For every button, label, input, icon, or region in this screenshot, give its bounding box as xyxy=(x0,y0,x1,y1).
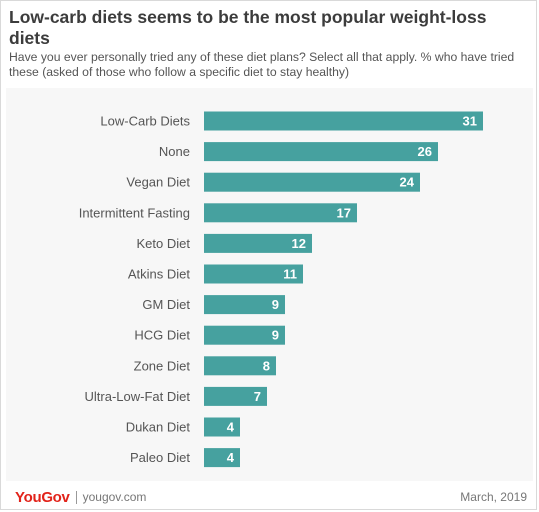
bar xyxy=(204,448,240,468)
category-label: Dukan Diet xyxy=(126,420,191,435)
bar xyxy=(204,417,240,437)
data-label: 31 xyxy=(463,114,477,129)
data-label: 4 xyxy=(227,420,235,435)
data-label: 26 xyxy=(418,144,432,159)
footer-url[interactable]: yougov.com xyxy=(82,490,147,504)
bar xyxy=(204,111,483,131)
data-label: 7 xyxy=(254,389,261,404)
footer-brand: YouGov yougov.com xyxy=(15,488,146,506)
category-label: HCG Diet xyxy=(134,328,190,343)
bar xyxy=(204,356,276,376)
category-label: Ultra-Low-Fat Diet xyxy=(85,389,191,404)
data-label: 9 xyxy=(272,328,279,343)
bar xyxy=(204,172,420,192)
category-label: None xyxy=(159,144,190,159)
bar xyxy=(204,295,285,315)
chart-subtitle: Have you ever personally tried any of th… xyxy=(9,50,515,79)
data-label: 9 xyxy=(272,297,279,312)
bar xyxy=(204,386,267,406)
bar xyxy=(204,264,303,284)
chart-title: Low-carb diets seems to be the most popu… xyxy=(9,7,487,48)
category-label: Paleo Diet xyxy=(130,450,190,465)
category-label: Intermittent Fasting xyxy=(79,205,190,220)
plot-area: Low-Carb Diets 31 None 26 Vegan Diet 24 Interm… xyxy=(6,88,533,481)
bar xyxy=(204,233,312,253)
data-label: 11 xyxy=(283,267,297,282)
category-label: GM Diet xyxy=(142,297,190,312)
data-label: 17 xyxy=(337,205,351,220)
data-label: 12 xyxy=(292,236,306,251)
bar xyxy=(204,142,438,162)
data-label: 8 xyxy=(263,358,270,373)
bar-chart: Low-Carb Diets 31 None 26 Vegan Diet 24 Interm… xyxy=(79,111,483,468)
bar xyxy=(204,325,285,345)
category-label: Low-Carb Diets xyxy=(100,114,190,129)
bar xyxy=(204,203,357,223)
category-label: Atkins Diet xyxy=(128,267,191,282)
category-label: Keto Diet xyxy=(137,236,191,251)
footer-divider xyxy=(75,490,77,504)
data-label: 4 xyxy=(227,450,235,465)
category-label: Zone Diet xyxy=(134,358,191,373)
footer-date: March, 2019 xyxy=(460,490,527,504)
data-label: 24 xyxy=(400,175,415,190)
category-label: Vegan Diet xyxy=(126,175,190,190)
yougov-logo: YouGov xyxy=(15,488,70,506)
